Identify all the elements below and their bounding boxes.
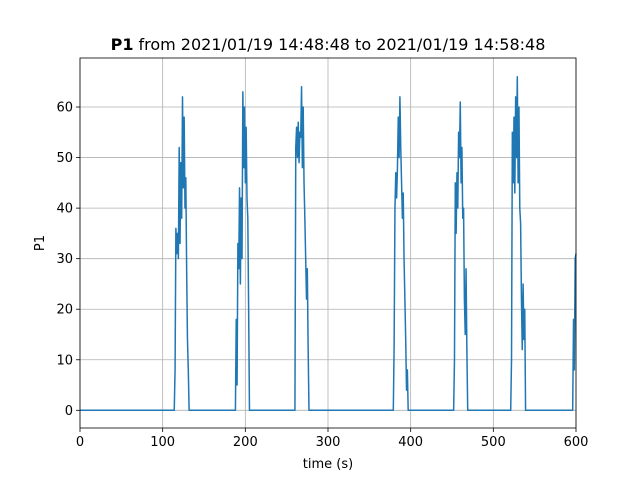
y-tick-label: 50 <box>56 151 73 166</box>
data-line <box>80 75 577 412</box>
y-tick-label: 0 <box>65 404 73 419</box>
y-tick-label: 30 <box>56 252 73 267</box>
x-tick-label: 100 <box>150 435 175 450</box>
title-bold: P1 <box>111 35 134 54</box>
y-tick-label: 20 <box>56 303 73 318</box>
y-tick-label: 60 <box>56 101 73 116</box>
y-tick-label: 40 <box>56 202 73 217</box>
x-tick-label: 0 <box>76 435 84 450</box>
chart-title: P1 from 2021/01/19 14:48:48 to 2021/01/19… <box>111 35 546 54</box>
x-tick-label: 600 <box>564 435 589 450</box>
x-tick-label: 400 <box>398 435 423 450</box>
title-rest: from 2021/01/19 14:48:48 to 2021/01/19 1… <box>138 35 545 54</box>
x-tick-label: 200 <box>233 435 258 450</box>
y-axis-label: P1 <box>33 235 48 251</box>
x-tick-label: 300 <box>316 435 341 450</box>
y-tick-label: 10 <box>56 353 73 368</box>
x-tick-label: 500 <box>481 435 506 450</box>
plot-frame <box>79 57 577 429</box>
x-axis-label: time (s) <box>303 457 353 472</box>
